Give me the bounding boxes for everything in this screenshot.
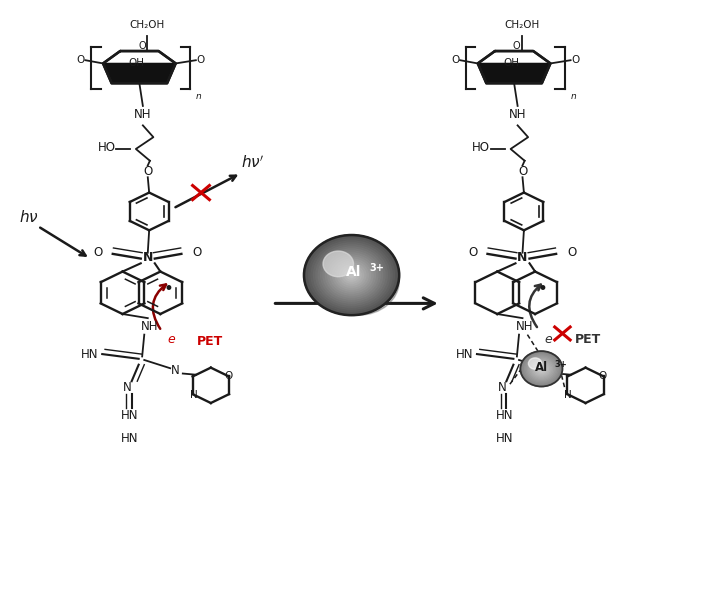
Text: HO: HO [472,140,490,154]
Text: Al: Al [535,361,548,374]
Text: O: O [513,41,520,51]
Text: O: O [193,246,202,259]
Text: HN: HN [496,433,513,446]
Text: 3+: 3+ [554,359,567,369]
Text: O: O [518,165,527,178]
Text: OH: OH [503,58,520,68]
Text: O: O [197,55,205,65]
Circle shape [318,247,399,315]
Circle shape [523,353,560,384]
Circle shape [525,355,558,383]
Text: •: • [163,280,173,298]
Circle shape [540,368,543,370]
Text: HN: HN [81,347,99,361]
Text: HO: HO [97,140,116,154]
Text: HN: HN [456,347,474,361]
Text: O: O [138,41,145,51]
Text: O: O [94,246,103,259]
Circle shape [321,249,383,301]
Text: Al: Al [346,265,361,279]
Circle shape [309,239,395,311]
Text: •: • [538,280,548,298]
Text: O: O [571,55,580,65]
Polygon shape [478,64,551,83]
Text: CH₂OH: CH₂OH [504,20,539,30]
Text: N: N [546,364,554,377]
Circle shape [313,243,390,307]
Text: NH: NH [141,320,159,333]
Text: O: O [224,371,232,381]
Circle shape [536,364,547,374]
Text: O: O [76,55,85,65]
Circle shape [342,267,361,283]
Text: N: N [564,390,572,400]
Text: HN: HN [496,409,513,422]
Text: N: N [190,390,198,400]
Text: CH₂OH: CH₂OH [129,20,164,30]
Circle shape [530,359,553,378]
Text: O: O [468,246,478,259]
Text: OH: OH [128,58,145,68]
Circle shape [306,237,397,313]
Text: PET: PET [575,333,602,346]
Circle shape [534,363,549,375]
Circle shape [532,361,551,377]
Circle shape [337,263,366,287]
Circle shape [345,269,359,281]
Text: NH: NH [516,320,533,333]
Text: n: n [570,92,576,101]
Text: e: e [544,333,552,346]
Circle shape [520,351,563,387]
Circle shape [333,259,371,291]
Text: N: N [498,381,507,394]
Circle shape [318,247,385,303]
Circle shape [349,273,354,277]
Circle shape [340,265,364,285]
Text: O: O [143,165,152,178]
Circle shape [537,365,546,372]
Text: N: N [517,251,527,264]
Circle shape [311,241,392,309]
Circle shape [323,251,354,277]
Circle shape [330,257,373,293]
Text: 3+: 3+ [369,263,384,273]
Circle shape [528,358,542,369]
Text: O: O [451,55,459,65]
Text: N: N [143,251,153,264]
Text: N: N [123,381,132,394]
Text: NH: NH [134,108,152,121]
Circle shape [328,255,376,295]
Text: HN: HN [121,409,138,422]
Circle shape [325,253,378,297]
Text: NH: NH [509,108,527,121]
Circle shape [529,358,554,380]
Text: e: e [167,333,175,346]
Text: n: n [196,92,202,101]
Circle shape [539,367,544,371]
Circle shape [526,356,557,382]
Circle shape [316,245,388,305]
Circle shape [335,261,369,289]
Polygon shape [103,64,176,83]
Text: O: O [599,371,607,381]
Circle shape [522,352,561,386]
Circle shape [527,357,556,381]
Text: $h\nu'$: $h\nu'$ [241,155,265,171]
Text: $h\nu$: $h\nu$ [19,209,39,226]
Text: O: O [568,246,577,259]
Circle shape [533,362,550,376]
Text: PET: PET [197,334,223,347]
Circle shape [347,271,357,279]
Circle shape [323,251,380,299]
Circle shape [304,235,399,315]
Text: HN: HN [121,433,138,446]
Text: N: N [171,364,179,377]
